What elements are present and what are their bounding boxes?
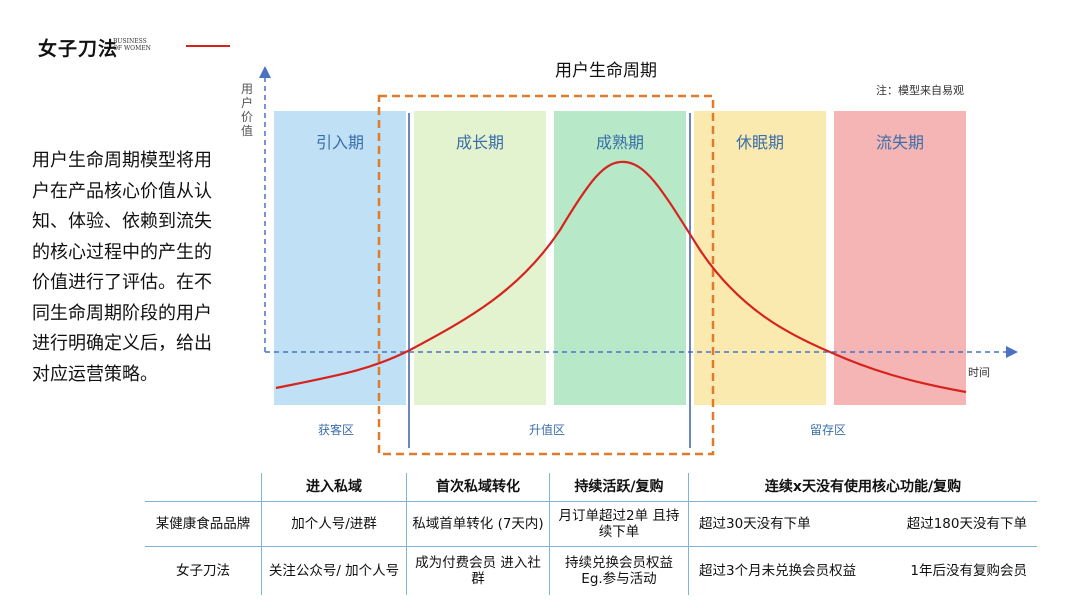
stage-label-intro: 引入期 [315,133,364,152]
table-cell-a: 超过30天没有下单 [699,516,811,532]
stage-label-dormant: 休眠期 [735,133,784,152]
table-cell: 超过3个月未兑换会员权益 1年后没有复购会员 [688,546,1037,595]
y-axis-label: 用户价值 [240,82,253,138]
stage-band-growth: 成长期 [414,111,546,405]
table-cell: 成为付费会员 进入社群 [406,546,550,595]
table-header: 首次私域转化 [406,473,550,502]
upgrade-zone-highlight-box [377,94,715,456]
brand-logo-sub-line1: BUSINESS [113,38,147,45]
brand-logo-subtitle: BUSINESS OF WOMEN [113,38,151,52]
table-row: 某健康食品品牌 加个人号/进群 私域首单转化 (7天内) 月订单超过2单 且持续… [145,501,1037,547]
zone-label-upgrade: 升值区 [529,423,566,437]
description-text: 用户生命周期模型将用户在产品核心价值从认知、体验、依赖到流失的核心过程中的产生的… [32,150,212,385]
table-cell: 关注公众号/ 加个人号 [261,546,407,595]
table-header: 连续x天没有使用核心功能/复购 [688,473,1037,502]
row-name: 某健康食品品牌 [145,501,262,547]
brand-logo-sub-line2: OF WOMEN [113,45,151,52]
table-header-row: 进入私域 首次私域转化 持续活跃/复购 连续x天没有使用核心功能/复购 [145,473,1037,502]
table-cell: 超过30天没有下单 超过180天没有下单 [688,501,1037,547]
table-row: 女子刀法 关注公众号/ 加个人号 成为付费会员 进入社群 持续兑换会员权益 Eg… [145,546,1037,595]
stage-band-intro: 引入期 [274,111,406,405]
zone-label-acquisition: 获客区 [318,423,355,437]
stage-label-maturity: 成熟期 [595,133,644,152]
stage-band-dormant: 休眠期 [694,111,826,405]
table-cell-a: 超过3个月未兑换会员权益 [699,563,857,579]
stage-band-maturity: 成熟期 [554,111,686,405]
zone-label-retention: 留存区 [810,423,847,437]
table-header: 进入私域 [261,473,407,502]
source-note: 注：模型来自易观 [876,84,964,97]
diagram-title: 用户生命周期 [555,61,657,81]
table-cell: 私域首单转化 (7天内) [406,501,550,547]
stage-band-churn: 流失期 [834,111,966,405]
table-cell: 月订单超过2单 且持续下单 [549,501,689,547]
row-name: 女子刀法 [176,563,230,579]
table-cell: 加个人号/进群 [261,501,407,547]
brand-accent-line [186,45,230,47]
table-cell: 持续兑换会员权益 Eg.参与活动 [549,546,689,595]
x-axis-label: 时间 [968,366,990,379]
table-header-blank [145,473,262,502]
strategy-table: 进入私域 首次私域转化 持续活跃/复购 连续x天没有使用核心功能/复购 某健康食… [145,473,1037,595]
stage-label-growth: 成长期 [455,133,504,152]
lifecycle-curve [275,160,967,394]
table-header: 持续活跃/复购 [549,473,689,502]
table-cell-b: 超过180天没有下单 [906,516,1027,532]
table-cell-b: 1年后没有复购会员 [910,563,1027,579]
stage-label-churn: 流失期 [875,133,924,152]
brand-logo: 女子刀法 [38,38,119,60]
